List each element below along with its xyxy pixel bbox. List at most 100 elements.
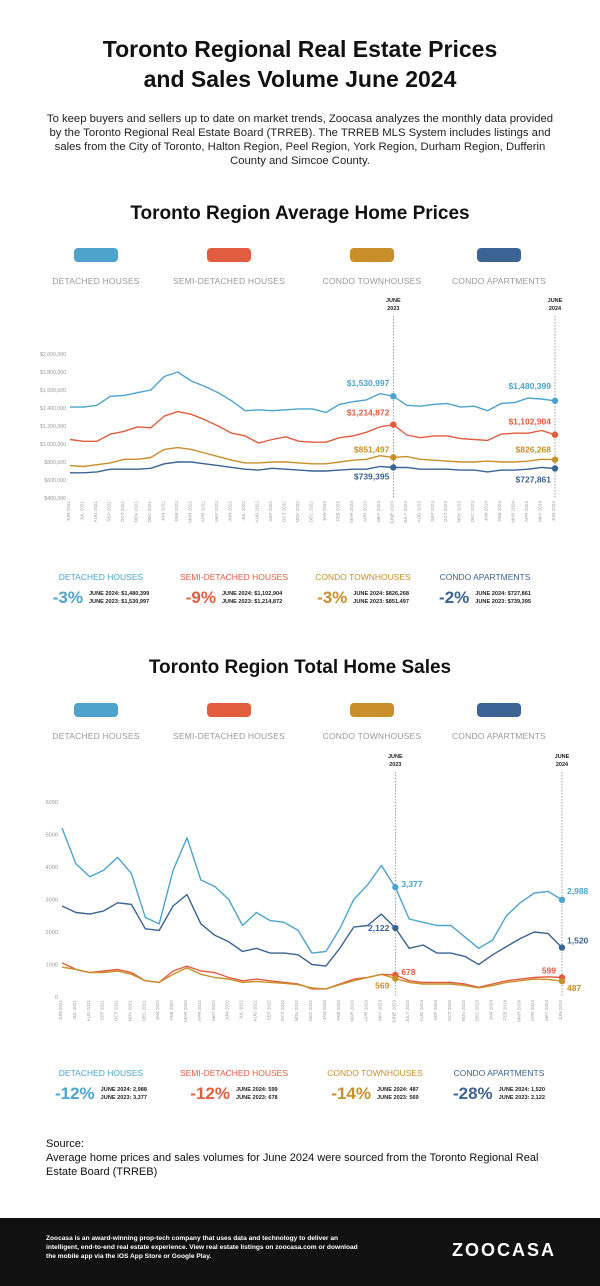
y-tick-label: 2000 <box>46 930 58 936</box>
stat-detached: DETACHED HOUSES -3% JUNE 2024: $1,480,399… <box>26 572 176 608</box>
x-tick-label: AUG 2021 <box>93 501 98 523</box>
legend-label: CONDO TOWNHOUSES <box>322 731 422 741</box>
y-tick-label: 6000 <box>46 800 58 806</box>
stat-line-2023: JUNE 2023: 569 <box>377 1095 419 1101</box>
x-tick-label: MAR 2024 <box>511 501 516 523</box>
stat-name: SEMI-DETACHED HOUSES <box>180 1068 288 1078</box>
stat-condo-town: CONDO TOWNHOUSES -14% JUNE 2024: 487 JUNE … <box>300 1068 450 1104</box>
stat-pct: -9% <box>185 588 216 607</box>
sales-line-chart: 0 1000 2000 3000 4000 5000 6000 JUN 2021 JUL 202… <box>46 754 589 1024</box>
y-tick-label: 1000 <box>46 963 58 969</box>
marker-label: JUNE <box>388 754 403 760</box>
stat-line-2023: JUNE 2023: 678 <box>236 1095 278 1101</box>
stat-line-2024: JUNE 2024: $1,480,399 <box>88 591 150 597</box>
x-tick-label: APR 2022 <box>197 1000 202 1021</box>
title-line-1: Toronto Regional Real Estate Prices <box>102 36 498 62</box>
footer: Zoocasa is an award-winning prop-tech co… <box>0 1218 600 1286</box>
x-tick-label: JUN 2024 <box>551 501 556 522</box>
x-tick-label: MAY 2023 <box>377 1000 382 1021</box>
value-label: $1,530,997 <box>347 378 390 388</box>
stat-line-2024: JUNE 2024: 487 <box>377 1087 419 1093</box>
x-tick-label: JAN 2022 <box>160 501 165 522</box>
stat-pct: -2% <box>439 588 470 607</box>
x-tick-label: OCT 2021 <box>120 501 125 523</box>
x-tick-label: APR 2023 <box>362 501 367 522</box>
legend-swatch <box>350 248 394 262</box>
x-tick-label: AUG 2022 <box>255 501 260 523</box>
marker-label: 2024 <box>549 306 562 312</box>
y-tick-label: $800,000 <box>44 460 66 466</box>
x-tick-label: MAR 2024 <box>516 1000 521 1022</box>
x-tick-label: MAY 2023 <box>376 501 381 522</box>
x-tick-label: MAR 2022 <box>183 1000 188 1022</box>
x-tick-label: JUL 2021 <box>79 501 84 521</box>
x-tick-label: JUN 2022 <box>228 501 233 522</box>
series-point-condo_town <box>558 977 566 985</box>
series-point-detached <box>392 884 399 891</box>
x-tick-label: DEC 2023 <box>470 501 475 523</box>
legend-swatch <box>477 703 521 717</box>
value-label: $727,861 <box>516 474 552 484</box>
legend-swatch <box>207 703 251 717</box>
legend-label: DETACHED HOUSES <box>52 731 140 741</box>
stat-line-2023: JUNE 2023: $1,530,997 <box>88 599 150 605</box>
x-tick-label: JUNE 2023 <box>391 1000 396 1024</box>
y-tick-label: $1,000,000 <box>40 442 66 448</box>
zoocasa-logo[interactable]: ZOOCASA <box>452 1240 556 1260</box>
prices-line-chart: $400,000 $600,000 $800,000 $1,000,000 $1,200… <box>40 298 563 525</box>
x-tick-label: JUN 2022 <box>225 1000 230 1021</box>
marker-label: 2023 <box>389 762 401 768</box>
stat-line-2023: JUNE 2023: $851,497 <box>353 599 409 605</box>
x-tick-label: OCT 2022 <box>280 1000 285 1022</box>
stat-name: SEMI-DETACHED HOUSES <box>180 572 288 582</box>
x-tick-label: SEP 2022 <box>266 1000 271 1021</box>
x-tick-label: JUL 2022 <box>239 1000 244 1020</box>
value-label: $1,214,872 <box>347 408 390 418</box>
series-point-condo_town <box>551 456 559 463</box>
footer-text: Zoocasa is an award-winning prop-tech co… <box>46 1235 358 1260</box>
legend-label: SEMI-DETACHED HOUSES <box>173 276 285 286</box>
x-tick-label: OCT 2023 <box>443 501 448 523</box>
x-tick-label: FEB 2022 <box>174 501 179 522</box>
stat-line-2024: JUNE 2024: 2,988 <box>100 1087 148 1093</box>
series-line-condo_apt <box>61 893 563 967</box>
y-tick-label: $2,000,000 <box>40 352 66 358</box>
source-text: Average home prices and sales volumes fo… <box>46 1152 539 1178</box>
x-tick-label: JULY 2023 <box>405 1000 410 1023</box>
x-tick-label: AUG 2021 <box>86 1000 91 1022</box>
x-tick-label: JULY 2023 <box>403 501 408 524</box>
x-tick-label: SEP 2021 <box>106 501 111 522</box>
value-label: $826,268 <box>516 445 552 455</box>
sales-chart-title: Toronto Region Total Home Sales <box>148 657 452 678</box>
series-point-detached <box>551 397 559 404</box>
marker-label: 2024 <box>556 762 569 768</box>
series-point-semi <box>551 431 559 438</box>
x-tick-label: NOV 2021 <box>133 501 138 523</box>
series-line-detached <box>70 371 556 414</box>
series-line-condo_apt <box>70 461 556 474</box>
stat-name: CONDO TOWNHOUSES <box>327 1068 423 1078</box>
legend-swatch <box>477 248 521 262</box>
legend-label: SEMI-DETACHED HOUSES <box>173 731 285 741</box>
stat-line-2024: JUNE 2024: 1,520 <box>498 1087 546 1093</box>
series-point-condo_town <box>390 454 397 461</box>
stat-name: DETACHED HOUSES <box>58 572 144 582</box>
y-tick-label: $600,000 <box>44 478 66 484</box>
x-tick-label: JUL 2022 <box>241 501 246 521</box>
x-tick-label: OCT 2021 <box>114 1000 119 1022</box>
stat-line-2023: JUNE 2023: $1,214,872 <box>221 599 283 605</box>
series-line-condo_town <box>61 966 563 990</box>
value-label: 569 <box>375 981 389 991</box>
x-tick-label: AUG 2023 <box>416 501 421 523</box>
stat-detached: DETACHED HOUSES -12% JUNE 2024: 2,988 JUNE… <box>26 1068 176 1104</box>
stat-line-2024: JUNE 2024: $727,861 <box>475 591 531 597</box>
legend-condo-apt: CONDO APARTMENTS <box>424 703 574 741</box>
stat-pct: -3% <box>52 588 83 607</box>
x-tick-label: JAN 2024 <box>489 1000 494 1021</box>
series-line-detached <box>61 827 563 954</box>
legend-condo-apt: CONDO APARTMENTS <box>424 248 574 286</box>
source-heading: Source: <box>46 1138 84 1150</box>
series-point-semi <box>390 421 397 428</box>
x-tick-label: MAR 2023 <box>349 501 354 523</box>
value-label: 599 <box>542 966 556 976</box>
